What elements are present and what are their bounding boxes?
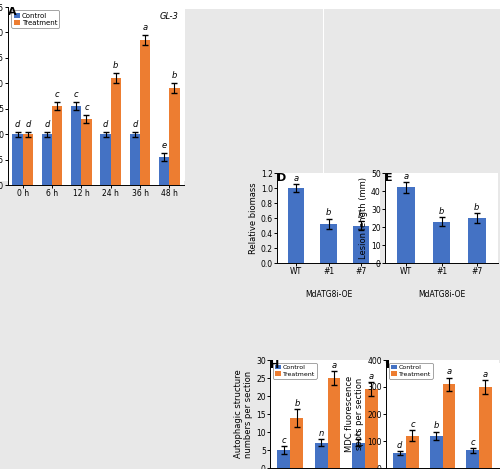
Bar <box>364 389 378 468</box>
Bar <box>398 188 415 263</box>
Bar <box>159 157 170 185</box>
Text: a: a <box>142 23 148 32</box>
Bar <box>352 443 364 468</box>
Bar <box>394 453 406 468</box>
Bar <box>278 450 290 468</box>
Text: b: b <box>326 208 331 217</box>
Text: a: a <box>294 174 299 183</box>
Text: I: I <box>386 360 390 370</box>
Bar <box>430 436 442 468</box>
Legend: Control, Treatment: Control, Treatment <box>389 363 432 378</box>
Bar <box>288 188 304 263</box>
Bar <box>432 221 450 263</box>
Text: a: a <box>368 371 374 380</box>
Text: c: c <box>55 90 60 99</box>
Text: d: d <box>397 441 402 450</box>
Text: a: a <box>332 361 336 370</box>
Text: d: d <box>25 120 30 129</box>
Text: e: e <box>162 142 167 151</box>
Text: c: c <box>84 103 89 112</box>
Text: b: b <box>434 421 439 430</box>
Legend: Control, Treatment: Control, Treatment <box>273 363 316 378</box>
Text: n: n <box>318 429 324 438</box>
Text: a: a <box>404 172 409 181</box>
Bar <box>466 450 479 468</box>
Text: H: H <box>270 360 279 370</box>
Bar <box>442 384 456 468</box>
Bar <box>71 106 82 185</box>
Bar <box>320 224 336 263</box>
Bar <box>314 443 328 468</box>
Text: b: b <box>358 211 364 219</box>
Bar <box>290 417 304 468</box>
Bar <box>406 436 419 468</box>
Y-axis label: Lesion length (mm): Lesion length (mm) <box>360 177 368 259</box>
Bar <box>100 134 110 185</box>
Bar <box>82 119 92 185</box>
Text: b: b <box>474 203 480 212</box>
Text: b: b <box>439 207 444 216</box>
Text: c: c <box>282 436 286 446</box>
Text: MdATG8i-OE: MdATG8i-OE <box>305 290 352 299</box>
Text: D: D <box>277 173 286 183</box>
Bar <box>130 134 140 185</box>
Bar <box>140 40 150 185</box>
Bar <box>479 387 492 468</box>
Text: GL-3: GL-3 <box>160 12 178 22</box>
Text: c: c <box>410 420 414 429</box>
Bar <box>22 134 33 185</box>
Bar <box>328 378 340 468</box>
Bar <box>170 88 179 185</box>
Y-axis label: MDC fluorescence
spots per section: MDC fluorescence spots per section <box>345 376 364 452</box>
Text: A: A <box>8 7 16 17</box>
Legend: Control, Treatment: Control, Treatment <box>12 10 60 28</box>
Text: b: b <box>172 71 177 80</box>
Text: c: c <box>74 90 78 99</box>
Bar <box>110 78 121 185</box>
Text: d: d <box>44 120 50 129</box>
Text: b: b <box>294 399 300 408</box>
Bar <box>52 106 62 185</box>
Y-axis label: Relative biomass: Relative biomass <box>249 182 258 254</box>
Bar <box>42 134 52 185</box>
Text: d: d <box>103 120 108 129</box>
Bar <box>352 226 368 263</box>
Text: b: b <box>113 61 118 70</box>
Y-axis label: Autophagic structure
numbers per section: Autophagic structure numbers per section <box>234 370 254 458</box>
Text: a: a <box>446 367 452 376</box>
Text: E: E <box>385 173 392 183</box>
Text: MdATG8i-OE: MdATG8i-OE <box>418 290 465 299</box>
Text: d: d <box>15 120 20 129</box>
Text: c: c <box>356 429 360 438</box>
Bar <box>468 218 485 263</box>
Text: a: a <box>483 370 488 379</box>
Text: c: c <box>470 438 475 447</box>
Bar <box>12 134 22 185</box>
Text: d: d <box>132 120 138 129</box>
